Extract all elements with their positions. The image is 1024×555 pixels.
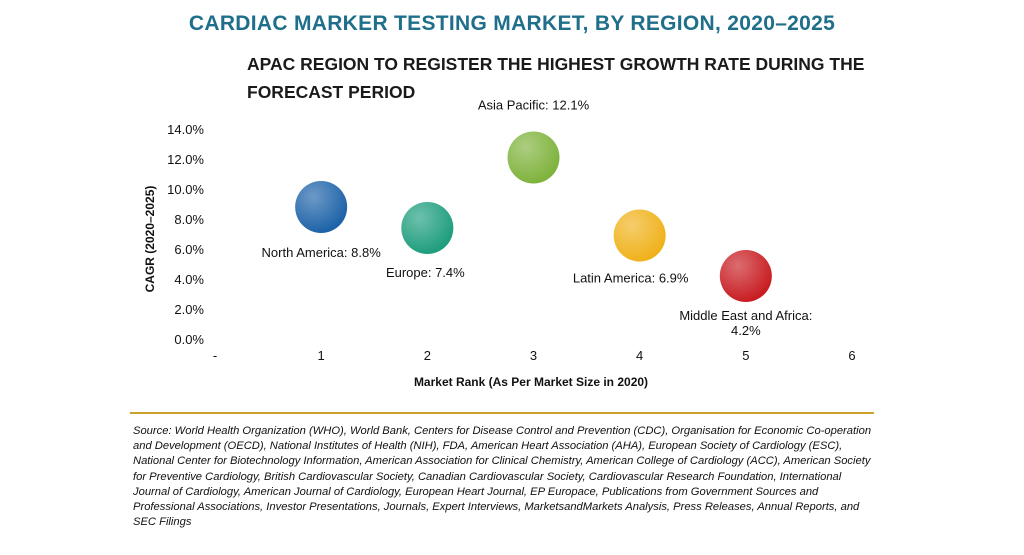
source-note: Source: World Health Organization (WHO),…: [133, 425, 872, 529]
bubble-highlight: [507, 131, 560, 184]
y-tick-label: 0.0%: [174, 332, 204, 347]
x-axis-title: Market Rank (As Per Market Size in 2020): [414, 375, 648, 389]
data-label: Middle East and Africa:: [679, 308, 812, 323]
y-tick-label: 6.0%: [174, 242, 204, 257]
x-tick-label: 4: [636, 348, 643, 363]
x-tick-label: 2: [424, 348, 431, 363]
y-tick-label: 10.0%: [167, 182, 204, 197]
x-tick-label: 5: [742, 348, 749, 363]
bubble-highlight: [613, 209, 666, 262]
y-tick-label: 12.0%: [167, 152, 204, 167]
x-tick-label: 3: [530, 348, 537, 363]
bubble-highlight: [401, 202, 454, 254]
footer-divider: [130, 412, 874, 414]
bubble-chart: 0.0% 2.0% 4.0% 6.0% 8.0% 10.0% 12.0% 14.0% - 1 2 3…: [143, 98, 856, 390]
data-label: 4.2%: [731, 323, 761, 338]
x-tick-label: 6: [848, 348, 855, 363]
chart-subtitle: APAC REGION TO REGISTER THE HIGHEST GROW…: [247, 54, 865, 102]
y-tick-label: 8.0%: [174, 212, 204, 227]
bubble-highlight: [295, 181, 348, 233]
bubble-highlight: [719, 250, 772, 302]
y-tick-label: 14.0%: [167, 122, 204, 137]
y-tick-label: 4.0%: [174, 272, 204, 287]
data-label: Europe: 7.4%: [386, 265, 465, 280]
y-axis: 0.0% 2.0% 4.0% 6.0% 8.0% 10.0% 12.0% 14.0%: [167, 122, 204, 347]
data-points: North America: 8.8% Europe: 7.4% Asia Paci…: [262, 98, 813, 339]
chart-title: CARDIAC MARKER TESTING MARKET, BY REGION…: [188, 12, 836, 35]
data-label: Asia Pacific: 12.1%: [478, 98, 590, 113]
x-tick-label: 1: [318, 348, 325, 363]
x-axis: - 1 2 3 4 5 6: [213, 348, 856, 363]
x-tick-label: -: [213, 348, 217, 363]
data-label: North America: 8.8%: [262, 245, 382, 260]
data-label: Latin America: 6.9%: [573, 271, 689, 286]
y-tick-label: 2.0%: [174, 302, 204, 317]
y-axis-title: CAGR (2020–2025): [143, 186, 157, 293]
